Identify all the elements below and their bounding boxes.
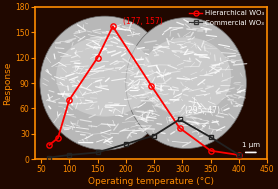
Text: (295, 47): (295, 47) <box>180 106 220 119</box>
Text: 1 μm: 1 μm <box>242 142 260 148</box>
Ellipse shape <box>56 36 153 117</box>
Ellipse shape <box>141 37 231 116</box>
Ellipse shape <box>126 18 246 149</box>
Legend: Hierarchical WO₃, Commercial WO₃: Hierarchical WO₃, Commercial WO₃ <box>189 10 264 26</box>
Ellipse shape <box>40 16 170 150</box>
Y-axis label: Response: Response <box>3 61 13 105</box>
X-axis label: Operating temperature (°C): Operating temperature (°C) <box>88 177 214 186</box>
Text: (177, 157): (177, 157) <box>123 17 163 26</box>
